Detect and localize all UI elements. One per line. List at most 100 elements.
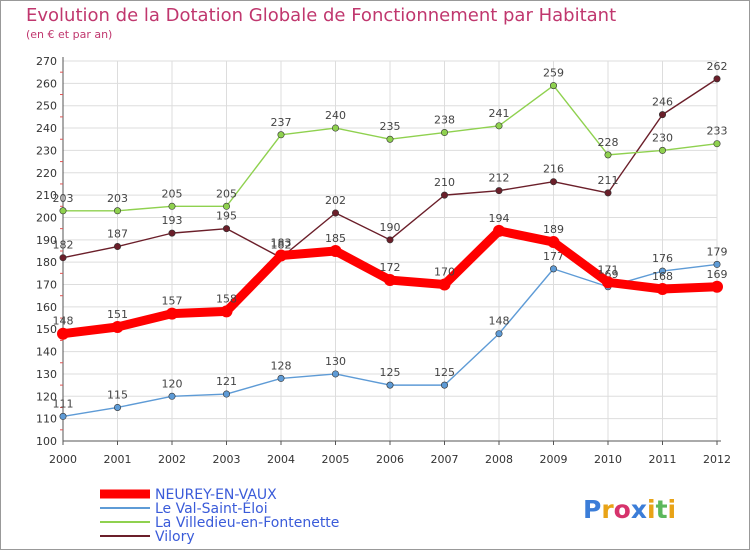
x-tick-label: 2001 [104, 453, 132, 466]
data-label: 230 [652, 131, 673, 144]
data-label: 158 [216, 292, 237, 305]
y-tick-label: 110 [36, 413, 57, 426]
data-label: 211 [598, 174, 619, 187]
data-label: 128 [271, 359, 292, 372]
data-point [658, 111, 666, 119]
proxiti-logo: Proxiti [583, 495, 676, 524]
y-tick-label: 150 [36, 323, 57, 336]
data-point [331, 124, 339, 132]
data-point [440, 129, 448, 137]
data-point [386, 236, 394, 244]
data-point [658, 146, 666, 154]
data-point [495, 330, 503, 338]
data-point [329, 245, 342, 257]
logo-letter: r [601, 495, 614, 524]
data-label: 187 [107, 228, 128, 241]
data-point [549, 265, 557, 273]
data-label: 240 [325, 109, 346, 122]
data-label: 125 [380, 366, 401, 379]
data-label: 194 [489, 212, 510, 225]
y-tick-label: 250 [36, 100, 57, 113]
data-label: 193 [162, 214, 183, 227]
data-label: 111 [53, 397, 74, 410]
data-label: 189 [543, 223, 564, 236]
data-label: 235 [380, 120, 401, 133]
data-point [57, 327, 69, 340]
data-label: 168 [652, 270, 673, 283]
data-label: 177 [543, 250, 564, 263]
series-la-villedieu-en-fontenette: 203 203 205 205 237 240 235 238 241 259 228 230 233 [53, 67, 728, 215]
data-point [386, 381, 394, 389]
x-tick-label: 2011 [649, 453, 677, 466]
data-point [438, 278, 451, 291]
data-label: 228 [598, 136, 619, 149]
legend-item-neurey-en-vaux: NEUREY-EN-VAUX [100, 487, 277, 503]
y-tick-label: 100 [36, 435, 57, 448]
data-label: 157 [162, 295, 183, 308]
x-tick-label: 2002 [158, 453, 186, 466]
y-tick-label: 240 [36, 122, 57, 135]
data-label: 130 [325, 355, 346, 368]
data-point [386, 135, 394, 143]
data-point [59, 254, 67, 262]
data-label: 195 [216, 210, 237, 223]
x-tick-label: 2005 [322, 453, 350, 466]
data-point [114, 207, 122, 215]
x-tick-label: 2000 [49, 453, 77, 466]
data-label: 182 [271, 239, 292, 252]
x-tick-label: 2008 [485, 453, 513, 466]
data-point [658, 267, 666, 275]
data-point [114, 243, 122, 251]
data-point [713, 260, 721, 268]
data-point [604, 151, 612, 159]
x-tick-label: 2007 [431, 453, 459, 466]
data-point [440, 381, 448, 389]
data-label: 202 [325, 194, 346, 207]
y-tick-label: 140 [36, 346, 57, 359]
data-label: 259 [543, 67, 564, 80]
data-label: 205 [216, 187, 237, 200]
data-point [223, 390, 231, 398]
data-point [711, 280, 723, 293]
data-point [277, 131, 285, 139]
data-label: 185 [325, 232, 346, 245]
data-label: 216 [543, 163, 564, 176]
data-point [220, 305, 233, 318]
data-label: 246 [652, 96, 673, 109]
proxiti-logo-text: Proxiti [583, 495, 676, 524]
legend-item-le-val-saint-eloi: Le Val-Saint-Éloi [100, 500, 268, 517]
y-tick-label: 210 [36, 189, 57, 202]
series-vilory: 182 187 193 195 182 202 190 210 212 216 211 246 262 [53, 60, 728, 262]
data-label: 170 [434, 266, 455, 279]
data-label: 241 [489, 107, 510, 120]
x-tick-label: 2004 [267, 453, 295, 466]
y-tick-label: 130 [36, 368, 57, 381]
y-tick-label: 170 [36, 279, 57, 292]
data-label: 182 [53, 239, 74, 252]
data-point [713, 75, 721, 83]
data-label: 203 [53, 192, 74, 205]
data-label: 172 [380, 261, 401, 274]
data-label: 151 [107, 308, 128, 321]
y-tick-label: 160 [36, 301, 57, 314]
data-label: 183 [271, 236, 292, 249]
legend-item-vilory: Vilory [100, 529, 195, 545]
chart-title: Evolution de la Dotation Globale de Fonc… [26, 5, 616, 26]
data-point [114, 403, 122, 411]
data-point [495, 122, 503, 130]
chart-subtitle: (en € et par an) [26, 28, 112, 41]
data-label: 237 [271, 116, 292, 129]
logo-letter: t [656, 495, 668, 524]
legend-item-la-villedieu-en-fontenette: La Villedieu-en-Fontenette [100, 515, 339, 531]
data-label: 115 [107, 388, 128, 401]
data-point [547, 236, 560, 249]
data-label: 176 [652, 252, 673, 265]
x-tick-label: 2003 [213, 453, 241, 466]
data-label: 169 [707, 268, 728, 281]
data-label: 121 [216, 375, 237, 388]
data-point [493, 224, 505, 237]
legend-label: NEUREY-EN-VAUX [155, 487, 277, 503]
y-tick-label: 200 [36, 211, 57, 224]
data-label: 238 [434, 114, 455, 127]
data-point [277, 374, 285, 382]
